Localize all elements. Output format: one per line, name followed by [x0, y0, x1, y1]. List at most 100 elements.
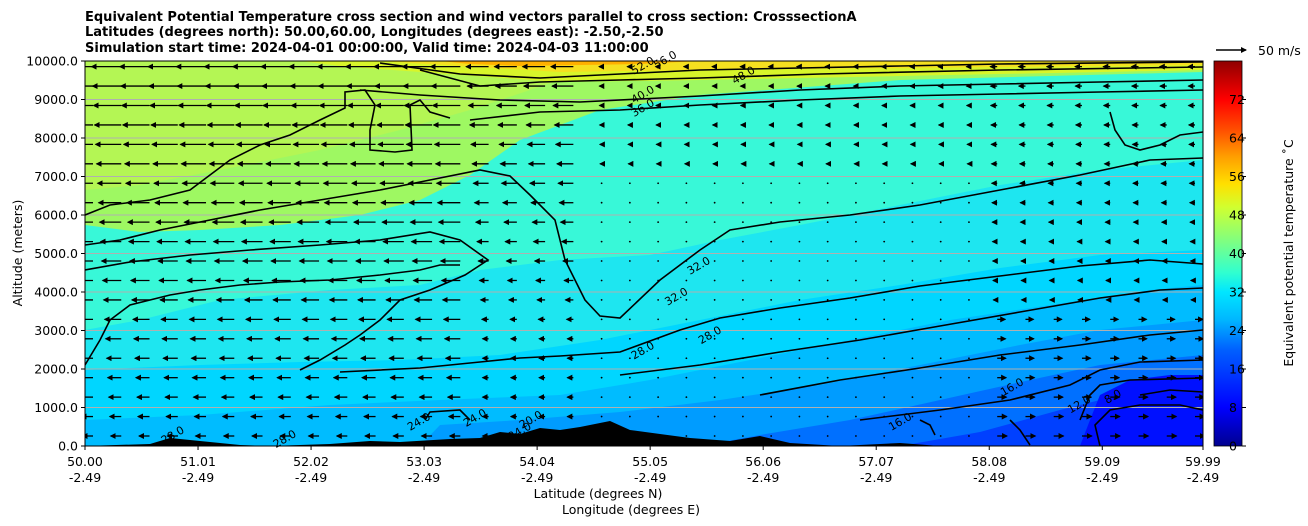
wind-vector — [685, 221, 688, 224]
wind-vector — [911, 396, 914, 399]
wind-vector — [883, 182, 886, 185]
wind-vector — [685, 201, 688, 204]
contour-28 — [85, 231, 490, 371]
wind-vector — [968, 415, 970, 418]
colorbar-tick-label: 24 — [1229, 323, 1245, 338]
x-tick-lon: -2.49 — [521, 470, 553, 485]
wind-vector — [911, 240, 914, 243]
wind-vector — [911, 279, 914, 282]
wind-vector — [883, 415, 886, 418]
wind-vector — [713, 182, 716, 185]
wind-vector — [911, 299, 914, 301]
wind-vector — [855, 318, 857, 321]
wind-vector — [713, 435, 716, 437]
wind-vector — [600, 318, 603, 321]
wind-vector — [600, 435, 603, 437]
contour-16b — [1009, 419, 1031, 446]
y-tick-label: 1000.0 — [34, 400, 78, 415]
wind-vector — [939, 318, 942, 321]
wind-vector — [770, 357, 773, 360]
quiver-key-label: 50 m/s — [1258, 43, 1301, 58]
contour-40 — [359, 79, 1203, 103]
wind-vector — [826, 357, 829, 360]
wind-vector — [770, 396, 773, 399]
colorbar-tick-label: 48 — [1229, 208, 1245, 223]
wind-vector — [883, 376, 886, 379]
wind-vector — [883, 318, 886, 321]
wind-vector — [628, 337, 631, 340]
wind-vector — [939, 182, 942, 185]
wind-vector — [968, 318, 970, 321]
wind-vector — [798, 201, 801, 204]
wind-vector — [741, 201, 744, 204]
wind-vector — [685, 376, 688, 379]
wind-vector — [968, 221, 970, 224]
wind-vector — [911, 376, 914, 379]
wind-vector — [741, 357, 744, 360]
colorbar-label: Equivalent potential temperature ˚C — [1281, 139, 1296, 367]
wind-vector — [600, 396, 603, 399]
wind-vector — [939, 435, 942, 437]
wind-vector — [600, 337, 603, 340]
y-tick-label: 9000.0 — [34, 92, 78, 107]
y-tick-label: 5000.0 — [34, 246, 78, 261]
wind-vector — [685, 396, 688, 399]
wind-vector — [741, 318, 744, 321]
wind-vector — [657, 221, 660, 224]
wind-vector — [628, 415, 631, 418]
contour-36b — [85, 89, 451, 216]
wind-vector — [798, 260, 801, 262]
wind-vector — [939, 240, 942, 243]
wind-vector — [968, 201, 970, 204]
wind-vector — [883, 260, 886, 262]
wind-vector — [628, 299, 631, 301]
y-tick-label: 6000.0 — [34, 208, 78, 223]
y-tick-label: 3000.0 — [34, 323, 78, 338]
wind-vector — [911, 182, 914, 185]
wind-vector — [855, 240, 857, 243]
contour-16 — [859, 359, 1203, 421]
wind-vector — [855, 279, 857, 282]
wind-vector — [798, 299, 801, 301]
x-tick-lon: -2.49 — [408, 470, 440, 485]
wind-vector — [657, 240, 660, 243]
colorbar-tick-label: 56 — [1229, 169, 1245, 184]
wind-vector — [968, 376, 970, 379]
wind-vector — [713, 396, 716, 399]
wind-vector — [685, 182, 688, 185]
wind-vector — [855, 337, 857, 340]
wind-vector — [826, 221, 829, 224]
wind-vector — [600, 376, 603, 379]
x-tick-lat: 52.02 — [293, 454, 329, 469]
wind-vector — [741, 260, 744, 262]
wind-vector — [657, 260, 660, 262]
y-axis-label: Altitude (meters) — [10, 200, 25, 307]
y-tick-label: 2000.0 — [34, 362, 78, 377]
wind-vector — [883, 337, 886, 340]
wind-vector — [855, 376, 857, 379]
wind-vector — [741, 221, 744, 224]
wind-vector — [770, 415, 773, 418]
wind-vector — [883, 396, 886, 399]
wind-vector — [741, 376, 744, 379]
wind-vector — [855, 221, 857, 224]
wind-vector — [770, 240, 773, 243]
wind-vector — [826, 260, 829, 262]
wind-vector — [855, 182, 857, 185]
wind-vector — [798, 435, 801, 437]
wind-vector — [713, 240, 716, 243]
x-tick-lat: 53.03 — [406, 454, 442, 469]
x-tick-lat: 58.08 — [971, 454, 1007, 469]
wind-vector — [685, 435, 688, 437]
wind-vector — [770, 376, 773, 379]
y-tick-label: 7000.0 — [34, 169, 78, 184]
quiver-key: 50 m/s — [1216, 43, 1301, 58]
x-tick-lon: -2.49 — [1187, 470, 1219, 485]
wind-vector — [741, 279, 744, 282]
x-tick-lat: 50.00 — [67, 454, 103, 469]
y-gridlines — [85, 99, 1203, 408]
fill-band-56 — [440, 61, 700, 66]
colorbar-tick-label: 40 — [1229, 246, 1245, 261]
wind-vector — [628, 260, 631, 262]
wind-vector — [685, 279, 688, 282]
